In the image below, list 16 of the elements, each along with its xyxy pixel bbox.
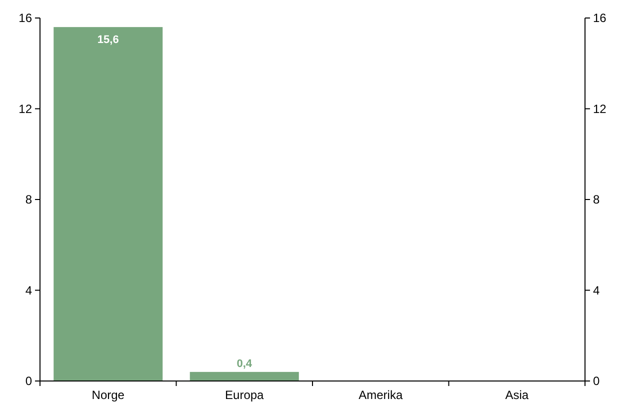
y-tick-label: 12 [18,102,32,116]
y2-tick-label: 0 [593,374,600,388]
y-tick-label: 8 [25,192,32,207]
x-tick-label: Asia [505,388,529,402]
data-label: 0,4 [236,358,253,370]
y-tick-label: 16 [18,11,32,26]
x-tick-label: Europa [225,388,264,402]
y-tick-label: 4 [25,283,32,298]
data-label: 15,6 [97,34,119,46]
x-tick-label: Amerika [358,388,403,402]
x-tick-label: Norge [92,388,125,402]
y-tick-label: 0 [25,374,32,388]
y2-tick-label: 12 [593,102,607,116]
y2-tick-label: 4 [593,283,600,298]
y2-tick-label: 8 [593,192,600,207]
y2-tick-label: 16 [593,11,607,26]
